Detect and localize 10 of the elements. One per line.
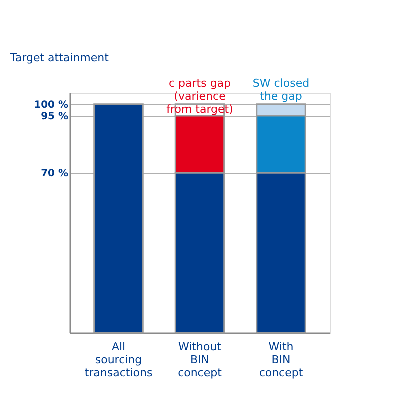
x-tick-label: Without BIN concept (178, 340, 223, 380)
y-tick-label: 95 % (41, 111, 68, 122)
y-tick-label: 100 % (34, 100, 68, 111)
x-tick-label: With BIN concept (259, 340, 304, 380)
y-tick-label: 70 % (41, 168, 68, 180)
x-tick-label: All sourcing transactions (84, 340, 153, 380)
y-axis-title: Target attainment (10, 52, 110, 64)
bar (94, 104, 144, 334)
annotation: c parts gap (varience from target) (166, 77, 234, 116)
annotation: SW closed the gap (252, 77, 310, 103)
